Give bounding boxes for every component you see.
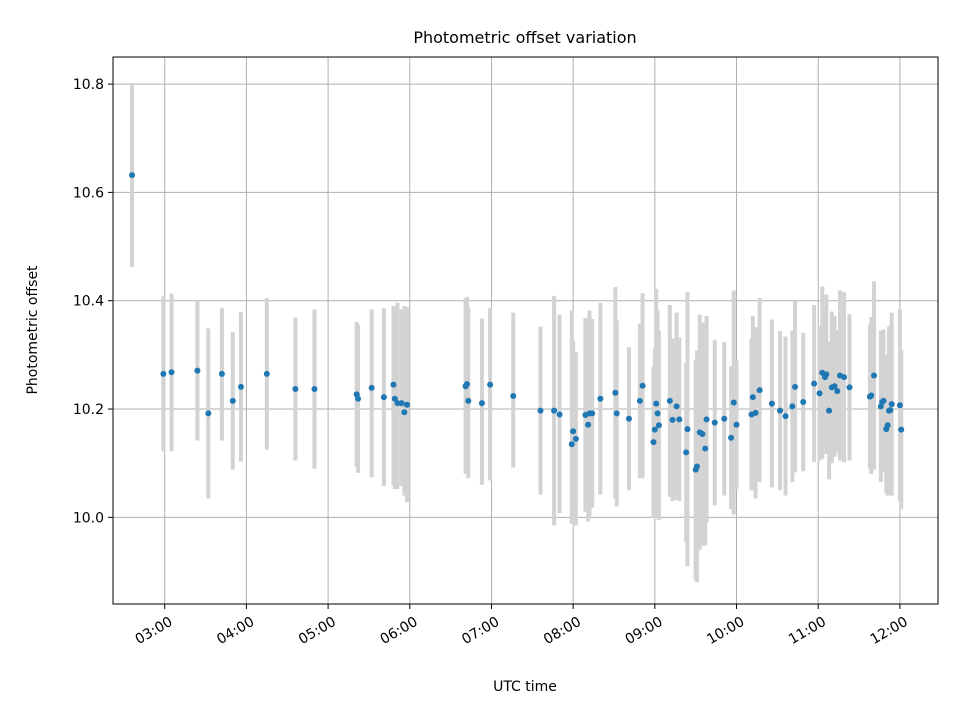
data-point <box>391 395 398 402</box>
data-point <box>676 416 683 423</box>
data-point <box>570 428 577 435</box>
y-tick-label: 10.2 <box>73 402 104 418</box>
data-point <box>749 394 756 401</box>
data-point <box>404 401 411 408</box>
data-point <box>868 392 875 399</box>
data-point <box>884 422 891 429</box>
data-point <box>711 419 718 426</box>
data-point <box>811 380 818 387</box>
data-point <box>390 381 397 388</box>
y-axis-label: Photometric offset <box>25 265 41 395</box>
data-point <box>625 415 632 422</box>
data-point <box>639 382 646 389</box>
data-point <box>880 397 887 404</box>
data-point <box>721 415 728 422</box>
data-point <box>651 426 658 433</box>
data-point <box>703 416 710 423</box>
data-point <box>613 410 620 417</box>
data-point <box>702 445 709 452</box>
data-point <box>896 402 903 409</box>
y-tick-label: 10.4 <box>73 294 104 310</box>
x-axis-label: UTC time <box>493 679 557 695</box>
data-point <box>699 430 706 437</box>
data-point <box>756 387 763 394</box>
y-tick-label: 10.8 <box>73 77 104 93</box>
y-axis-ticks: 10.0 10.2 10.4 10.6 10.8 <box>73 77 113 526</box>
data-point <box>846 384 853 391</box>
data-point <box>572 435 579 442</box>
data-point <box>510 393 517 400</box>
data-point <box>292 385 299 392</box>
data-point <box>487 381 494 388</box>
data-point <box>768 400 775 407</box>
data-point <box>831 383 838 390</box>
data-point <box>380 394 387 401</box>
data-point <box>800 398 807 405</box>
data-point <box>636 397 643 404</box>
data-point <box>263 370 270 377</box>
data-point <box>898 426 905 433</box>
data-point <box>752 409 759 416</box>
data-point <box>871 372 878 379</box>
data-point <box>666 397 673 404</box>
data-point <box>168 369 175 376</box>
data-point <box>728 434 735 441</box>
y-tick-label: 10.0 <box>73 510 104 526</box>
data-point <box>463 381 470 388</box>
data-point <box>478 400 485 407</box>
data-point <box>465 397 472 404</box>
data-point <box>792 383 799 390</box>
data-point <box>568 441 575 448</box>
data-point <box>597 395 604 402</box>
data-point <box>730 399 737 406</box>
data-point <box>733 421 740 428</box>
data-point <box>834 388 841 395</box>
data-point <box>816 390 823 397</box>
data-point <box>398 400 405 407</box>
data-point <box>205 410 212 417</box>
data-points <box>129 172 905 473</box>
data-point <box>683 449 690 456</box>
data-point <box>887 407 894 414</box>
data-point <box>777 407 784 414</box>
data-point <box>129 172 136 179</box>
data-point <box>612 389 619 396</box>
plot-frame <box>112 56 939 605</box>
data-point <box>551 407 558 414</box>
data-point <box>654 410 661 417</box>
data-point <box>368 384 375 391</box>
data-point <box>585 421 592 428</box>
data-point <box>160 370 167 377</box>
data-point <box>653 400 660 407</box>
data-point <box>655 422 662 429</box>
data-point <box>782 413 789 420</box>
data-point <box>823 371 830 378</box>
chart-title: Photometric offset variation <box>413 28 636 47</box>
data-point <box>684 426 691 433</box>
data-point <box>669 416 676 423</box>
data-point <box>841 374 848 381</box>
data-point <box>556 411 563 418</box>
data-point <box>218 370 225 377</box>
data-point <box>826 407 833 414</box>
data-point <box>229 397 236 404</box>
data-point <box>789 403 796 410</box>
data-point <box>237 383 244 390</box>
data-point <box>355 395 362 402</box>
data-point <box>650 439 657 446</box>
data-point <box>194 367 201 374</box>
data-point <box>673 403 680 410</box>
data-point <box>537 407 544 414</box>
data-point <box>694 463 701 470</box>
data-point <box>311 385 318 392</box>
data-point <box>589 410 596 417</box>
data-point <box>401 409 408 416</box>
data-point <box>888 401 895 408</box>
y-tick-label: 10.6 <box>73 185 104 201</box>
